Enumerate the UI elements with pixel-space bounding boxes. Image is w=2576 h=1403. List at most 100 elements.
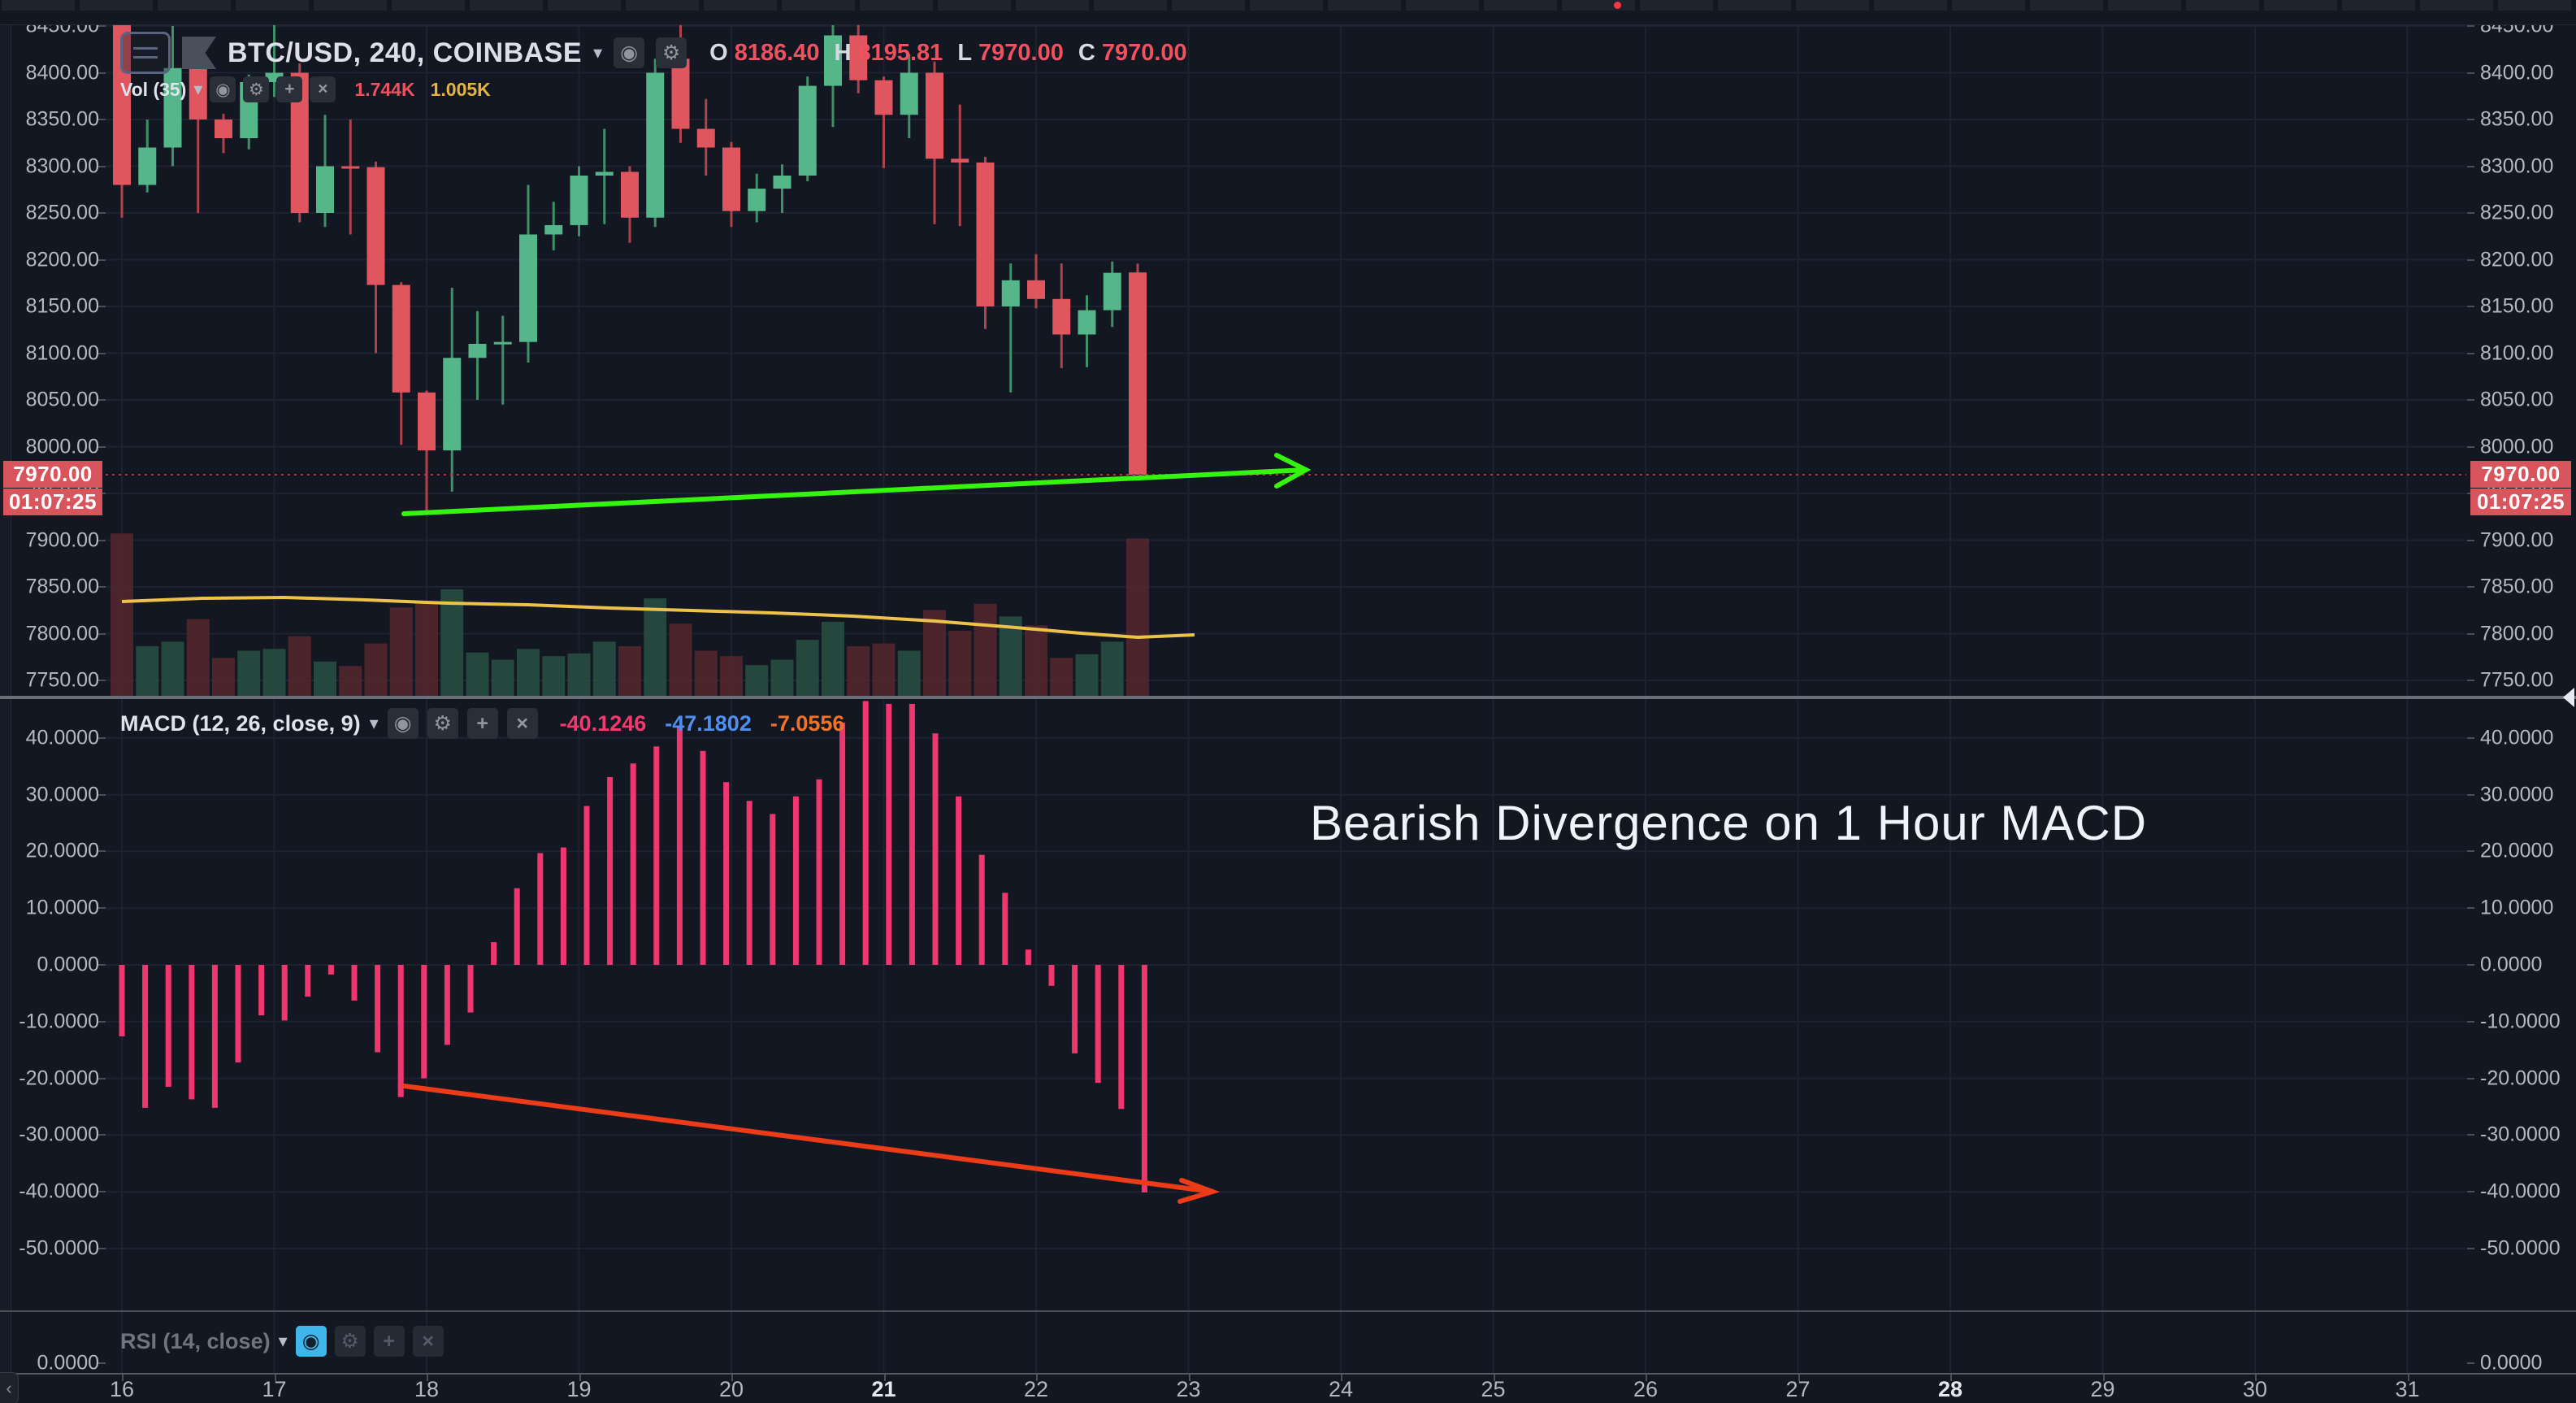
chart-text-annotation[interactable]: Bearish Divergence on 1 Hour MACD	[1310, 796, 2148, 850]
toggle-visibility-button[interactable]: ◉	[210, 76, 236, 102]
axis-tick	[2467, 907, 2474, 910]
settings-button[interactable]: ⚙	[334, 1326, 366, 1357]
toolbar-segment	[548, 0, 621, 11]
collapse-panel-button[interactable]: ‹	[0, 1372, 19, 1403]
symbol-title[interactable]: BTC/USD, 240, COINBASE	[228, 37, 583, 68]
time-axis-label: 19	[566, 1377, 592, 1401]
recording-dot-icon	[1614, 2, 1621, 9]
toolbar-segment	[1718, 0, 1791, 11]
candle-body	[773, 176, 791, 189]
macd-histogram-bar	[514, 888, 520, 965]
macd-histogram-bar	[909, 703, 915, 965]
gear-icon: ⚙	[661, 41, 681, 64]
remove-indicator-button[interactable]: ×	[412, 1326, 444, 1357]
chevron-down-icon[interactable]: ▾	[278, 1331, 288, 1351]
volume-bar	[466, 652, 489, 696]
volume-bar	[517, 649, 540, 696]
axis-tick	[98, 586, 106, 588]
volume-bar	[948, 631, 972, 696]
left-price-axis[interactable]	[11, 24, 106, 1373]
symbol-legend-row: BTC/USD, 240, COINBASE ▾ ◉ ⚙ O 8186.40 H…	[120, 29, 1195, 76]
object-tree-icon[interactable]	[120, 32, 171, 74]
remove-indicator-button[interactable]: ×	[506, 708, 538, 739]
macd-pane[interactable]	[119, 701, 1221, 1204]
time-axis[interactable]	[0, 1374, 2576, 1403]
price-pane[interactable]	[106, 7, 2466, 696]
rsi-indicator-label[interactable]: RSI (14, close)	[120, 1328, 271, 1353]
price-axis-label: 7750.00	[25, 668, 99, 692]
settings-button[interactable]: ⚙	[656, 37, 687, 68]
settings-button[interactable]: ⚙	[427, 708, 458, 739]
candle-body	[1027, 280, 1045, 299]
price-axis-label: 7850.00	[2480, 575, 2554, 598]
macd-histogram-bar	[862, 701, 869, 965]
axis-tick	[98, 119, 106, 120]
add-indicator-button[interactable]: +	[373, 1326, 405, 1357]
price-axis-label: 8400.00	[2480, 61, 2554, 84]
macd-histogram-bar	[1048, 965, 1055, 986]
axis-tick	[2407, 1375, 2409, 1381]
chevron-down-icon[interactable]: ▾	[369, 713, 379, 733]
toolbar-segment	[860, 0, 933, 11]
macd-histogram-bar	[816, 779, 822, 965]
macd-histogram-bar	[467, 965, 474, 1013]
remove-indicator-button[interactable]: ×	[310, 76, 336, 102]
gear-icon: ⚙	[340, 1330, 359, 1353]
price-axis-label: 7900.00	[2480, 528, 2554, 551]
chevron-down-icon[interactable]: ▾	[193, 79, 203, 99]
pane-resize-grip-icon[interactable]	[2563, 688, 2574, 707]
arrowhead-icon	[1177, 1178, 1221, 1204]
volume-bar	[567, 653, 591, 696]
time-axis-border	[0, 1373, 2576, 1375]
macd-histogram-bar	[792, 796, 799, 965]
candle-body	[1078, 310, 1096, 335]
macd-axis-label: 40.0000	[25, 726, 99, 749]
chevron-down-icon[interactable]: ▾	[593, 42, 603, 63]
toggle-visibility-button[interactable]: ◉	[387, 708, 418, 739]
volume-current-value: 1.744K	[354, 78, 415, 100]
bearish-trendline-arrow	[401, 1084, 1215, 1194]
volume-bar	[923, 610, 946, 696]
volume-bar	[1126, 538, 1149, 696]
toolbar-segment	[626, 0, 699, 11]
toolbar-segment	[1016, 0, 1089, 11]
plus-icon: +	[383, 1329, 395, 1353]
volume-indicator-label[interactable]: Vol (35)	[120, 78, 187, 100]
toolbar-segment	[1172, 0, 1245, 11]
toggle-visibility-button-active[interactable]: ◉	[295, 1326, 327, 1357]
pane-separator[interactable]	[0, 1310, 2576, 1312]
macd-histogram-bar	[1002, 893, 1008, 965]
settings-button[interactable]: ⚙	[243, 76, 270, 102]
rsi-axis-label: 0.0000	[2480, 1351, 2543, 1375]
toolbar-segment	[2498, 0, 2571, 11]
pane-separator[interactable]	[0, 696, 2576, 699]
toolbar-segment	[1484, 0, 1557, 11]
toggle-visibility-button[interactable]: ◉	[614, 37, 645, 68]
price-axis-label: 7800.00	[25, 622, 99, 645]
eye-icon: ◉	[620, 41, 639, 64]
chevron-left-icon: ‹	[6, 1378, 12, 1398]
axis-tick	[2467, 1134, 2474, 1136]
volume-bar	[644, 598, 667, 696]
volume-bar	[161, 641, 184, 696]
flag-icon[interactable]	[182, 37, 216, 69]
volume-bar	[339, 666, 362, 696]
price-axis-label: 8200.00	[2480, 248, 2554, 271]
macd-indicator-label[interactable]: MACD (12, 26, close, 9)	[120, 710, 361, 736]
time-axis-label: 27	[1785, 1377, 1811, 1401]
time-axis-label: 18	[414, 1377, 440, 1401]
time-axis-label: 20	[718, 1377, 744, 1401]
top-toolbar-strip	[0, 0, 2576, 25]
toolbar-segment	[2186, 0, 2259, 11]
add-indicator-button[interactable]: +	[276, 76, 303, 102]
right-price-axis[interactable]	[2467, 24, 2576, 1373]
axis-tick	[2102, 1375, 2105, 1381]
rsi-legend-row: RSI (14, close) ▾ ◉ ⚙ + ×	[120, 1325, 444, 1357]
volume-bar	[288, 636, 311, 696]
axis-tick	[98, 680, 106, 681]
candle-body	[290, 72, 309, 213]
close-value: 7970.00	[1101, 39, 1187, 66]
add-indicator-button[interactable]: +	[466, 708, 498, 739]
candle-body	[468, 344, 487, 358]
